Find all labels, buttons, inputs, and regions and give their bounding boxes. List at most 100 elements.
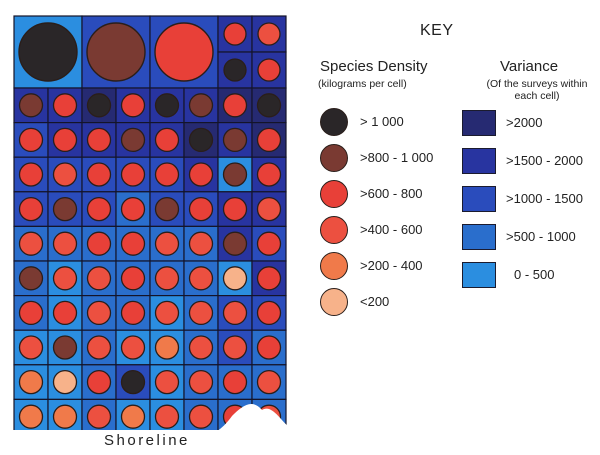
- density-circle: [188, 335, 214, 360]
- density-circle: [256, 266, 282, 291]
- variance-legend-label: 0 - 500: [514, 267, 555, 282]
- variance-legend-label: >500 - 1000: [506, 229, 576, 244]
- variance-legend-swatch: [462, 110, 496, 136]
- density-legend-swatch: [320, 216, 348, 244]
- density-circle: [52, 93, 78, 118]
- variance-legend-swatch: [462, 186, 496, 212]
- density-legend-label: <200: [360, 294, 390, 309]
- density-legend-swatch: [320, 288, 348, 316]
- density-legend-swatch: [320, 180, 348, 208]
- density-circle: [18, 369, 44, 395]
- density-legend-label: >800 - 1 000: [360, 150, 434, 165]
- density-circle: [222, 266, 248, 291]
- density-circle: [188, 127, 214, 153]
- density-circle: [120, 127, 146, 153]
- density-circle: [188, 162, 214, 187]
- density-legend-label: >600 - 800: [360, 186, 423, 201]
- density-circle: [120, 404, 146, 429]
- density-legend-swatch: [320, 252, 348, 280]
- density-circle: [222, 231, 248, 256]
- density-circle: [52, 162, 78, 187]
- density-circle: [222, 369, 248, 395]
- density-circle: [188, 93, 214, 118]
- density-circle: [188, 300, 214, 326]
- density-circle: [188, 369, 214, 395]
- big-density-circle: [86, 22, 146, 82]
- density-circle: [18, 335, 44, 360]
- density-circle: [154, 335, 180, 360]
- density-circle: [154, 162, 180, 187]
- density-circle: [222, 127, 248, 153]
- density-circle: [120, 231, 146, 256]
- density-circle: [120, 369, 146, 395]
- density-circle: [18, 404, 44, 429]
- density-circle: [86, 93, 112, 118]
- density-circle: [256, 93, 282, 118]
- density-circle: [223, 58, 247, 82]
- density-circle: [154, 93, 180, 118]
- density-circle: [256, 231, 282, 256]
- density-circle: [18, 231, 44, 256]
- density-circle: [18, 300, 44, 326]
- density-grid-map: [0, 15, 290, 430]
- density-circle: [86, 231, 112, 256]
- density-circle: [52, 404, 78, 429]
- density-circle: [120, 300, 146, 326]
- density-legend-title: Species Density: [320, 58, 428, 75]
- density-circle: [154, 266, 180, 291]
- density-circle: [120, 335, 146, 360]
- density-circle: [86, 300, 112, 326]
- density-circle: [222, 335, 248, 360]
- density-legend-subtitle: (kilograms per cell): [318, 78, 407, 90]
- density-circle: [52, 231, 78, 256]
- density-circle: [120, 162, 146, 187]
- variance-legend-swatch: [462, 224, 496, 250]
- density-circle: [222, 300, 248, 326]
- density-circle: [86, 196, 112, 222]
- density-circle: [18, 127, 44, 153]
- density-legend-swatch: [320, 108, 348, 136]
- key-title: KEY: [420, 22, 454, 39]
- density-circle: [52, 300, 78, 326]
- density-circle: [256, 196, 282, 222]
- variance-legend-subtitle: (Of the surveys within each cell): [486, 78, 588, 102]
- density-circle: [18, 196, 44, 222]
- shoreline-label: Shoreline: [104, 432, 190, 449]
- density-circle: [154, 196, 180, 222]
- density-circle: [52, 335, 78, 360]
- density-circle: [188, 196, 214, 222]
- variance-legend-label: >1500 - 2000: [506, 153, 583, 168]
- variance-legend-label: >2000: [506, 115, 543, 130]
- density-circle: [188, 404, 214, 429]
- density-circle: [154, 231, 180, 256]
- density-circle: [52, 127, 78, 153]
- shoreline-surf: [0, 403, 290, 430]
- variance-legend-title: Variance: [500, 58, 559, 75]
- density-circle: [223, 22, 247, 46]
- density-circle: [52, 196, 78, 222]
- density-circle: [257, 58, 281, 82]
- density-circle: [154, 127, 180, 153]
- density-circle: [257, 22, 281, 46]
- density-circle: [256, 162, 282, 187]
- density-legend-label: >400 - 600: [360, 222, 423, 237]
- density-circle: [120, 266, 146, 291]
- big-density-circle: [18, 22, 78, 82]
- density-legend-label: >200 - 400: [360, 258, 423, 273]
- density-legend-label: > 1 000: [360, 114, 404, 129]
- density-circle: [256, 300, 282, 326]
- density-circle: [188, 231, 214, 256]
- density-circle: [154, 300, 180, 326]
- density-circle: [120, 196, 146, 222]
- density-circle: [256, 369, 282, 395]
- density-circle: [154, 369, 180, 395]
- density-circle: [188, 266, 214, 291]
- density-circle: [222, 162, 248, 187]
- density-circle: [86, 369, 112, 395]
- density-circle: [86, 266, 112, 291]
- density-circle: [256, 127, 282, 153]
- density-circle: [86, 335, 112, 360]
- density-circle: [86, 162, 112, 187]
- density-circle: [120, 93, 146, 118]
- density-circle: [154, 404, 180, 429]
